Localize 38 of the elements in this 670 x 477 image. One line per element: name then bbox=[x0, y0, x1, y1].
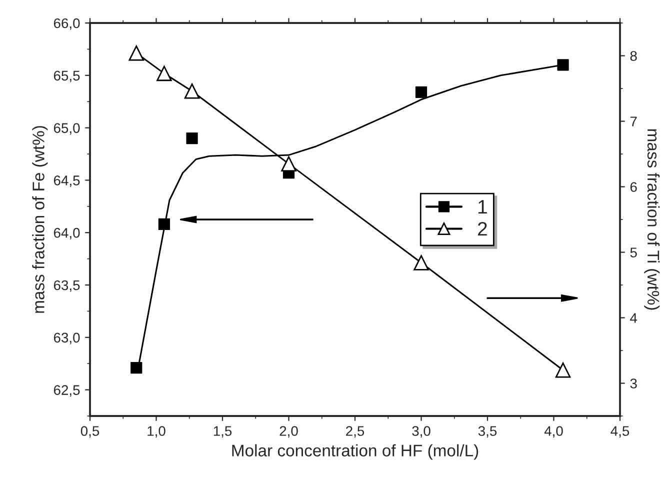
point bbox=[415, 86, 428, 98]
legend-label: 2 bbox=[478, 222, 487, 236]
point bbox=[156, 66, 172, 82]
x-tick-label: 3,0 bbox=[412, 426, 430, 438]
x-axis-title: Molar concentration of HF (mol/L) bbox=[232, 444, 478, 460]
y2-tick-label: 6 bbox=[630, 182, 637, 192]
y2-tick-label: 8 bbox=[630, 51, 637, 61]
y-tick-label: 65,5 bbox=[54, 70, 80, 82]
y-tick-label: 62,5 bbox=[54, 385, 80, 397]
x-tick-label: 4,0 bbox=[544, 426, 563, 438]
y-tick-label: 65,0 bbox=[54, 123, 80, 135]
point bbox=[186, 132, 198, 144]
y-tick-label: 63,0 bbox=[54, 332, 80, 344]
point bbox=[130, 362, 142, 374]
point bbox=[128, 45, 144, 61]
x-tick-label: 2,0 bbox=[280, 426, 298, 438]
y2-tick-label: 4 bbox=[630, 313, 638, 323]
x-tick-label: 1,0 bbox=[148, 426, 166, 438]
x-tick-label: 2,5 bbox=[346, 426, 364, 438]
x-tick-label: 1,5 bbox=[214, 426, 232, 438]
y-axis-title: mass fraction of Fe (wt%) bbox=[32, 126, 48, 313]
y-tick-label: 66,0 bbox=[54, 18, 80, 30]
y2-tick-label: 5 bbox=[630, 248, 637, 258]
x-tick-label: 4,5 bbox=[610, 426, 630, 438]
point bbox=[184, 83, 200, 99]
point bbox=[557, 59, 569, 71]
x-tick-label: 0,5 bbox=[80, 426, 100, 438]
y-tick-label: 64,0 bbox=[54, 228, 80, 240]
y2-tick-label: 7 bbox=[630, 116, 637, 126]
y2-tick-label: 3 bbox=[630, 378, 637, 388]
x-tick-label: 3,5 bbox=[478, 426, 497, 438]
legend-label: 1 bbox=[478, 200, 487, 214]
y-tick-label: 64,5 bbox=[54, 176, 80, 188]
y-tick-label: 63,5 bbox=[54, 280, 80, 292]
point bbox=[281, 156, 296, 172]
point bbox=[414, 255, 429, 270]
point bbox=[555, 362, 571, 378]
y2-axis-title: mass fraction of Ti (wt%) bbox=[644, 129, 660, 310]
